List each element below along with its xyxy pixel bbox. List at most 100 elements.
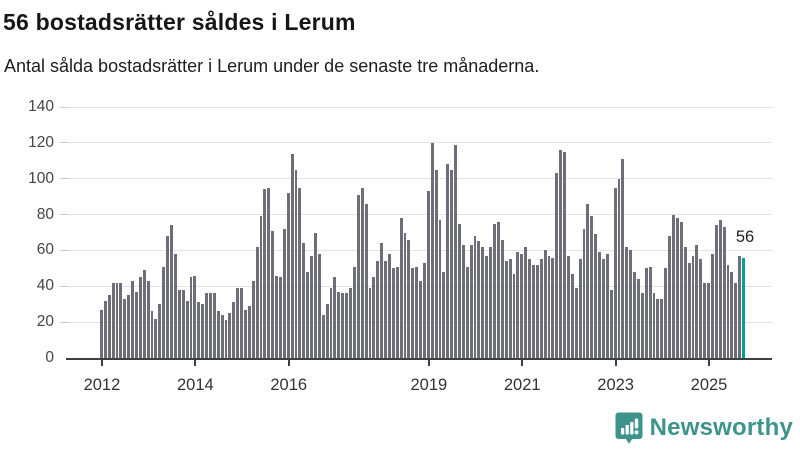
bar: [177, 289, 181, 358]
bar: [263, 189, 267, 358]
bar: [173, 254, 177, 358]
bar: [469, 245, 473, 358]
gridline: [66, 142, 772, 144]
bar: [212, 293, 216, 358]
bar: [224, 320, 228, 358]
bar: [411, 268, 415, 358]
bar: [434, 169, 438, 358]
bar: [259, 216, 263, 358]
bar: [714, 225, 718, 358]
y-axis-tick: [60, 249, 68, 251]
bar: [391, 268, 395, 358]
bar: [621, 159, 625, 358]
x-axis-tick: [427, 360, 430, 366]
bar: [718, 219, 722, 358]
x-axis-label: 2023: [597, 376, 634, 394]
bar: [489, 246, 493, 358]
bar: [236, 288, 240, 358]
bar: [570, 273, 574, 358]
bar: [189, 277, 193, 358]
bar: [590, 216, 594, 358]
newsworthy-chart-bubble-icon: [615, 412, 643, 445]
bar: [111, 282, 115, 358]
bar: [154, 318, 158, 358]
bar: [255, 246, 259, 358]
bar: [738, 255, 742, 358]
y-axis-tick: [60, 142, 68, 144]
bar: [640, 293, 644, 358]
bar: [372, 277, 376, 358]
bar: [605, 254, 609, 358]
y-axis-tick: [60, 178, 68, 180]
y-axis-label: 60: [36, 241, 54, 259]
bar: [415, 266, 419, 358]
bar: [465, 266, 469, 358]
page-title: 56 bostadsrätter såldes i Lerum: [3, 9, 356, 35]
bar: [543, 250, 547, 358]
bar: [403, 232, 407, 358]
bar: [380, 243, 384, 358]
bar: [216, 311, 220, 358]
bar: [458, 223, 461, 358]
bar: [648, 266, 652, 358]
bar: [563, 151, 566, 358]
bar: [356, 194, 360, 358]
bar: [208, 293, 212, 358]
bar: [516, 252, 520, 358]
bar: [539, 259, 543, 358]
bar: [193, 275, 197, 358]
bar: [243, 309, 247, 358]
bar: [170, 225, 173, 358]
bar: [423, 262, 426, 358]
bar: [726, 264, 730, 358]
bar: [566, 255, 570, 358]
bar: [123, 298, 127, 358]
bar: [201, 304, 205, 358]
bar: [349, 288, 352, 358]
bar: [703, 282, 707, 358]
bar: [477, 241, 481, 358]
bar: [438, 219, 442, 358]
bar: [115, 282, 119, 358]
bar: [275, 275, 278, 358]
x-axis-label: 2014: [176, 376, 214, 394]
x-axis-label: 2019: [410, 376, 448, 394]
bar: [286, 193, 290, 358]
chart-header: 56 bostadsrätter såldes i Lerum Antal så…: [3, 0, 793, 77]
bar: [399, 218, 403, 358]
bar: [138, 277, 142, 358]
bar: [473, 236, 477, 358]
y-axis-label: 0: [45, 349, 54, 366]
bar: [376, 261, 380, 358]
bar: [314, 232, 317, 358]
bar: [368, 288, 372, 358]
bar: [228, 313, 232, 358]
bar: [321, 314, 325, 358]
bar: [419, 280, 422, 358]
bar: [675, 218, 679, 358]
bar: [197, 302, 201, 358]
bar: [310, 255, 314, 358]
bar: [710, 254, 714, 358]
bar: [454, 144, 458, 358]
bar: [547, 255, 551, 358]
bar: [279, 277, 282, 358]
bar: [345, 293, 349, 358]
gridline: [66, 178, 772, 180]
x-axis-label: 2016: [270, 376, 308, 394]
bar: [586, 203, 590, 358]
bar: [271, 230, 275, 358]
bar: [722, 227, 726, 358]
bar: [146, 280, 150, 358]
y-axis-tick: [60, 106, 68, 108]
bar: [430, 142, 434, 358]
bar: [656, 298, 660, 358]
bar: [613, 187, 617, 358]
bar: [555, 173, 559, 358]
bar: [426, 191, 430, 358]
bar: [633, 271, 637, 358]
bar: [166, 236, 170, 358]
bar: [384, 261, 387, 358]
bar: [582, 228, 586, 358]
bar: [298, 187, 302, 358]
